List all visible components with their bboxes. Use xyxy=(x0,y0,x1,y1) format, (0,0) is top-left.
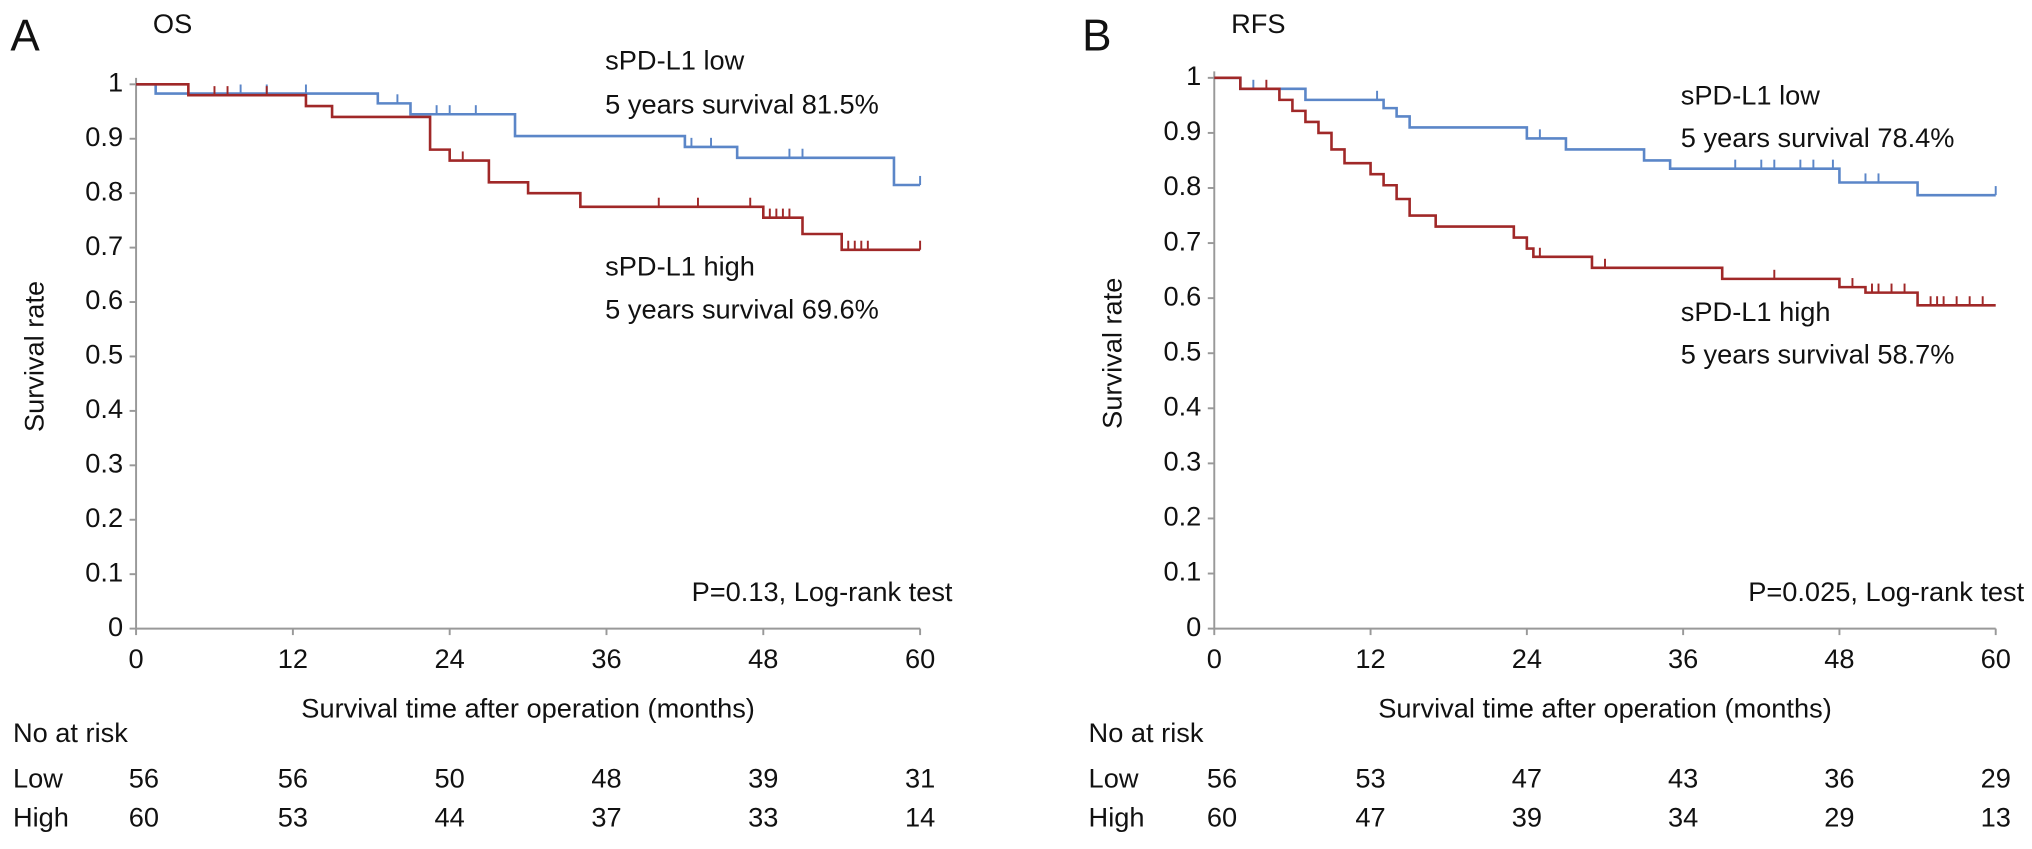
risk-count: 14 xyxy=(905,801,935,832)
panel-label: B xyxy=(1082,12,1111,61)
test-label: P=0.025, Log-rank test xyxy=(1748,576,2024,607)
x-tick-label: 60 xyxy=(1981,643,2011,674)
risk-row-label: High xyxy=(13,801,69,832)
chart-title: RFS xyxy=(1231,8,1285,39)
risk-table-title: No at risk xyxy=(13,717,128,748)
survival-curve xyxy=(1214,76,1996,307)
risk-count: 53 xyxy=(278,801,308,832)
risk-count: 13 xyxy=(1981,801,2011,832)
annotation: 5 years survival 78.4% xyxy=(1681,122,1955,153)
chart-title: OS xyxy=(153,8,192,39)
y-tick-label: 0.6 xyxy=(85,284,123,315)
annotation: sPD-L1 low xyxy=(605,44,744,75)
risk-count: 34 xyxy=(1668,801,1698,832)
y-tick-label: 0 xyxy=(1186,611,1201,642)
survival-curve xyxy=(136,83,921,252)
risk-row-label: High xyxy=(1089,801,1145,832)
x-tick-label: 0 xyxy=(1207,643,1222,674)
risk-table-title: No at risk xyxy=(1089,717,1204,748)
risk-count: 29 xyxy=(1824,801,1854,832)
y-tick-label: 0.4 xyxy=(85,393,123,424)
x-axis-label: Survival time after operation (months) xyxy=(301,692,755,723)
risk-count: 43 xyxy=(1668,762,1698,793)
y-tick-label: 0.7 xyxy=(1163,225,1201,256)
risk-row-label: Low xyxy=(13,762,63,793)
x-tick-label: 36 xyxy=(1668,643,1698,674)
x-tick-label: 12 xyxy=(278,643,308,674)
survival-curve xyxy=(1214,76,1996,197)
x-tick-label: 60 xyxy=(905,643,935,674)
annotation: 5 years survival 58.7% xyxy=(1681,339,1955,370)
y-tick-label: 1 xyxy=(108,67,123,98)
risk-count: 60 xyxy=(1207,801,1237,832)
risk-count: 37 xyxy=(591,801,621,832)
risk-count: 47 xyxy=(1512,762,1542,793)
y-tick-label: 0.5 xyxy=(1163,335,1201,366)
y-tick-label: 0.2 xyxy=(1163,501,1201,532)
risk-count: 60 xyxy=(129,801,159,832)
annotation: 5 years survival 81.5% xyxy=(605,89,879,120)
y-tick-label: 0.7 xyxy=(85,230,123,261)
x-tick-label: 48 xyxy=(1824,643,1854,674)
risk-count: 39 xyxy=(748,762,778,793)
y-axis-label: Survival rate xyxy=(18,281,49,432)
annotation: sPD-L1 high xyxy=(605,251,755,282)
y-tick-label: 0.2 xyxy=(85,502,123,533)
risk-count: 47 xyxy=(1355,801,1385,832)
y-tick-label: 0.9 xyxy=(1163,115,1201,146)
risk-count: 56 xyxy=(1207,762,1237,793)
risk-count: 29 xyxy=(1981,762,2011,793)
y-tick-label: 0.6 xyxy=(1163,280,1201,311)
panel-label: A xyxy=(10,12,40,61)
x-axis-label: Survival time after operation (months) xyxy=(1378,692,1832,723)
y-tick-label: 0.1 xyxy=(85,556,123,587)
risk-row-label: Low xyxy=(1089,762,1139,793)
y-tick-label: 0.3 xyxy=(1163,446,1201,477)
risk-count: 56 xyxy=(278,762,308,793)
risk-count: 56 xyxy=(129,762,159,793)
risk-count: 33 xyxy=(748,801,778,832)
test-label: P=0.13, Log-rank test xyxy=(692,576,953,607)
y-tick-label: 0.3 xyxy=(85,448,123,479)
x-tick-label: 48 xyxy=(748,643,778,674)
x-tick-label: 36 xyxy=(591,643,621,674)
y-tick-label: 0.8 xyxy=(85,175,123,206)
risk-count: 44 xyxy=(435,801,465,832)
annotation: sPD-L1 low xyxy=(1681,79,1820,110)
y-tick-label: 1 xyxy=(1186,60,1201,91)
y-axis-label: Survival rate xyxy=(1097,278,1128,429)
annotation: sPD-L1 high xyxy=(1681,296,1831,327)
x-tick-label: 0 xyxy=(129,643,144,674)
x-tick-label: 24 xyxy=(1512,643,1542,674)
risk-count: 48 xyxy=(591,762,621,793)
risk-count: 39 xyxy=(1512,801,1542,832)
y-tick-label: 0.9 xyxy=(85,121,123,152)
risk-count: 53 xyxy=(1355,762,1385,793)
y-tick-label: 0.8 xyxy=(1163,170,1201,201)
risk-count: 50 xyxy=(435,762,465,793)
y-tick-label: 0.5 xyxy=(85,339,123,370)
y-tick-label: 0.1 xyxy=(1163,556,1201,587)
x-tick-label: 12 xyxy=(1355,643,1385,674)
x-tick-label: 24 xyxy=(435,643,465,674)
annotation: 5 years survival 69.6% xyxy=(605,293,879,324)
y-tick-label: 0 xyxy=(108,611,123,642)
y-tick-label: 0.4 xyxy=(1163,390,1201,421)
risk-count: 36 xyxy=(1824,762,1854,793)
risk-count: 31 xyxy=(905,762,935,793)
